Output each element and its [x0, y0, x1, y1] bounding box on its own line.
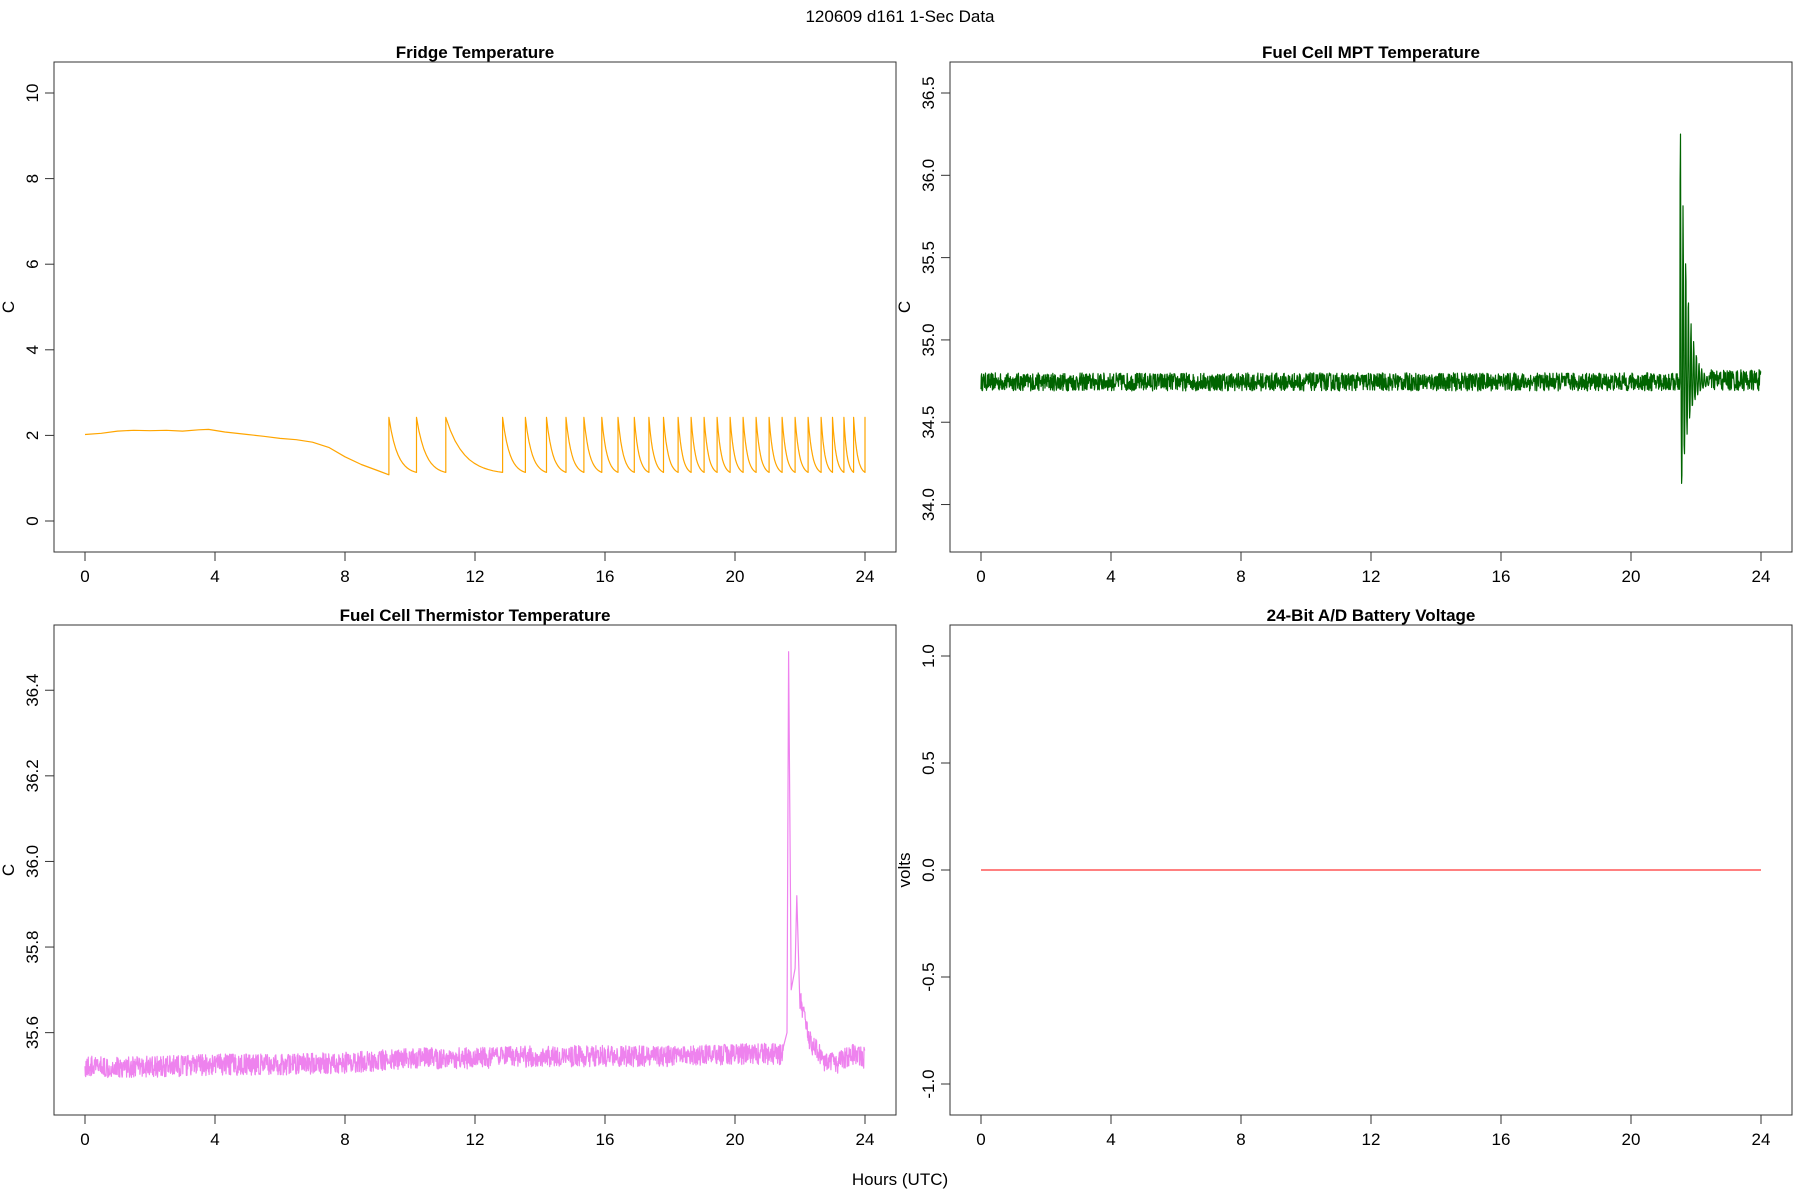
x-tick-label: 20	[726, 1130, 745, 1149]
y-tick-label: -1.0	[919, 1069, 938, 1098]
y-axis-label-mpt: C	[895, 301, 914, 313]
y-tick-label: 35.0	[919, 323, 938, 356]
x-tick-label: 0	[80, 567, 89, 586]
panel-battery-voltage: 24-Bit A/D Battery Voltage volts 0 4 8 12 16…	[895, 606, 1793, 1149]
x-tick-label: 8	[340, 1130, 349, 1149]
x-tick-label: 4	[1106, 1130, 1115, 1149]
x-tick-label: 12	[1362, 1130, 1381, 1149]
y-axis-label-fridge: C	[0, 301, 18, 313]
x-tick-label: 8	[1236, 1130, 1245, 1149]
panel-title-fuel-cell-mpt-temperature: Fuel Cell MPT Temperature	[1262, 43, 1480, 62]
y-tick-label: 35.6	[23, 1016, 42, 1049]
y-tick-label: 34.5	[919, 406, 938, 439]
plot-frame	[53, 624, 897, 1116]
x-tick-label: 4	[210, 567, 219, 586]
x-tick-label: 4	[210, 1130, 219, 1149]
x-tick-label: 12	[466, 1130, 485, 1149]
data-series-line	[84, 651, 866, 1079]
y-tick-label: 0.0	[919, 858, 938, 882]
panel-fuel-cell-mpt-temperature: Fuel Cell MPT Temperature C 0 4 8 12 16 20 24 3…	[895, 43, 1793, 586]
y-tick-label: 10	[23, 84, 42, 103]
y-tick-label: 36.0	[919, 159, 938, 192]
x-tick-label: 16	[596, 567, 615, 586]
y-tick-label: -0.5	[919, 962, 938, 991]
x-tick-label: 20	[1622, 567, 1641, 586]
x-tick-label: 12	[466, 567, 485, 586]
y-tick-label: 4	[23, 345, 42, 354]
data-series-line	[84, 416, 866, 476]
plot-frame	[949, 61, 1793, 553]
y-tick-label: 0.5	[919, 751, 938, 775]
data-series-line	[980, 133, 1762, 484]
x-tick-label: 12	[1362, 567, 1381, 586]
x-tick-label: 16	[596, 1130, 615, 1149]
shared-x-axis-label: Hours (UTC)	[852, 1170, 948, 1189]
x-tick-label: 0	[80, 1130, 89, 1149]
y-tick-label: 36.0	[23, 845, 42, 878]
y-tick-label: 1.0	[919, 644, 938, 668]
x-tick-label: 20	[1622, 1130, 1641, 1149]
x-tick-label: 24	[856, 567, 875, 586]
panel-fuel-cell-thermistor-temperature: Fuel Cell Thermistor Temperature C 0 4 8 12…	[0, 606, 897, 1149]
y-tick-label: 34.0	[919, 488, 938, 521]
y-axis-label-battery: volts	[895, 853, 914, 888]
x-tick-label: 16	[1492, 567, 1511, 586]
x-tick-label: 0	[976, 1130, 985, 1149]
y-tick-label: 0	[23, 516, 42, 525]
y-tick-label: 8	[23, 174, 42, 183]
x-tick-label: 8	[340, 567, 349, 586]
x-tick-label: 0	[976, 567, 985, 586]
y-tick-label: 35.8	[23, 930, 42, 963]
panel-title-fridge-temperature: Fridge Temperature	[396, 43, 554, 62]
y-tick-label: 35.5	[919, 241, 938, 274]
panel-title-battery-voltage: 24-Bit A/D Battery Voltage	[1267, 606, 1476, 625]
plot-frame	[53, 61, 897, 553]
y-tick-label: 2	[23, 431, 42, 440]
y-tick-label: 6	[23, 259, 42, 268]
y-tick-label: 36.5	[919, 76, 938, 109]
x-tick-label: 24	[856, 1130, 875, 1149]
x-tick-label: 4	[1106, 567, 1115, 586]
y-axis-label-thermistor: C	[0, 864, 18, 876]
x-tick-label: 20	[726, 567, 745, 586]
x-tick-label: 8	[1236, 567, 1245, 586]
x-tick-label: 24	[1752, 1130, 1771, 1149]
panel-title-fuel-cell-thermistor-temperature: Fuel Cell Thermistor Temperature	[340, 606, 611, 625]
y-tick-label: 36.2	[23, 759, 42, 792]
x-tick-label: 16	[1492, 1130, 1511, 1149]
y-tick-label: 36.4	[23, 674, 42, 707]
figure-title: 120609 d161 1-Sec Data	[805, 7, 995, 26]
x-tick-label: 24	[1752, 567, 1771, 586]
